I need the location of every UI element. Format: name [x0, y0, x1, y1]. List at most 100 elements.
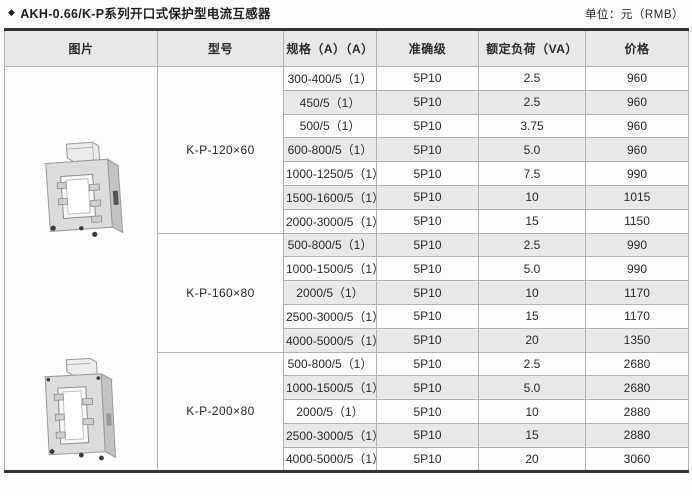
price-cell: 1350 — [585, 327, 689, 353]
load-cell: 15 — [478, 422, 586, 448]
price-cell: 3060 — [585, 446, 689, 472]
column-header-model: 型号 — [157, 29, 284, 67]
table-row: 2000/5（1） 5P10 10 2880 — [5, 399, 689, 424]
table-row: K-P-200×80 500-800/5（1） 5P10 2.5 2680 — [5, 351, 689, 472]
section-title: AKH-0.66/K-P系列开口式保护型电流互感器 — [20, 7, 271, 21]
spec-cell: 2000/5（1） — [283, 399, 377, 424]
section-title-row: ◆ AKH-0.66/K-P系列开口式保护型电流互感器 — [8, 3, 271, 22]
price-table: 图片 型号 规格（A）（A） 准确级 额定负荷（VA） 价格 — [4, 28, 689, 473]
spec-cell: 1000-1500/5（1） — [283, 375, 377, 401]
load-cell: 2.5 — [478, 89, 586, 115]
table-row: 1500-1600/5（1） 5P10 10 1015 — [5, 184, 689, 210]
spec-cell: 500-800/5（1） — [283, 351, 377, 377]
price-cell: 990 — [585, 232, 689, 258]
load-cell: 2.5 — [478, 232, 586, 258]
accuracy-cell: 5P10 — [376, 89, 479, 115]
load-cell: 5.0 — [478, 375, 586, 401]
price-cell: 990 — [585, 161, 689, 186]
table-row: 450/5（1） 5P10 2.5 960 — [5, 89, 689, 115]
model-cell: K-P-160×80 — [157, 232, 284, 353]
load-cell: 10 — [478, 399, 586, 424]
price-cell: 2680 — [585, 375, 689, 401]
spec-cell: 4000-5000/5（1） — [283, 327, 377, 353]
price-cell: 990 — [585, 256, 689, 282]
price-cell: 960 — [585, 66, 689, 91]
accuracy-cell: 5P10 — [376, 351, 479, 377]
price-cell: 2880 — [585, 422, 689, 448]
table-row: 600-800/5（1） 5P10 5.0 960 — [5, 137, 689, 163]
load-cell: 2.5 — [478, 351, 586, 377]
load-cell: 20 — [478, 327, 586, 353]
spec-cell: 300-400/5（1） — [283, 66, 377, 91]
table-row: K-P-160×80 500-800/5（1） 5P10 2.5 990 — [5, 232, 689, 353]
accuracy-cell: 5P10 — [376, 280, 479, 305]
price-cell: 2680 — [585, 351, 689, 377]
accuracy-cell: 5P10 — [376, 399, 479, 424]
page-header: ◆ AKH-0.66/K-P系列开口式保护型电流互感器 单位：元（RMB） — [0, 0, 692, 28]
price-cell: 1015 — [585, 184, 689, 210]
accuracy-cell: 5P10 — [376, 375, 479, 401]
column-header-image: 图片 — [4, 29, 158, 67]
load-cell: 15 — [478, 303, 586, 329]
accuracy-cell: 5P10 — [376, 161, 479, 186]
spec-cell: 2000/5（1） — [283, 280, 377, 305]
accuracy-cell: 5P10 — [376, 327, 479, 353]
accuracy-cell: 5P10 — [376, 66, 479, 91]
column-header-price: 价格 — [585, 29, 689, 67]
product-image-stack — [7, 67, 155, 469]
spec-cell: 4000-5000/5（1） — [283, 446, 377, 472]
accuracy-cell: 5P10 — [376, 208, 479, 234]
load-cell: 10 — [478, 184, 586, 210]
spec-cell: 500-800/5（1） — [283, 232, 377, 258]
table-row: 500/5（1） 5P10 3.75 960 — [5, 113, 689, 139]
model-cell: K-P-200×80 — [157, 351, 284, 472]
accuracy-cell: 5P10 — [376, 137, 479, 163]
table-row: 2000-3000/5（1） 5P10 15 1150 — [5, 208, 689, 234]
spec-cell: 500/5（1） — [283, 113, 377, 139]
accuracy-cell: 5P10 — [376, 256, 479, 282]
column-header-accuracy: 准确级 — [376, 29, 479, 67]
table-body: K-P-120×60 300-400/5（1） 5P10 2.5 960 450/5（1）… — [4, 66, 689, 472]
spec-cell: 2000-3000/5（1） — [283, 208, 377, 234]
accuracy-cell: 5P10 — [376, 113, 479, 139]
accuracy-cell: 5P10 — [376, 303, 479, 329]
price-cell: 2880 — [585, 399, 689, 424]
spec-cell: 1000-1250/5（1） — [283, 161, 377, 186]
table-row: K-P-120×60 300-400/5（1） 5P10 2.5 960 — [4, 66, 689, 472]
model-cell: K-P-120×60 — [157, 66, 284, 234]
accuracy-cell: 5P10 — [376, 446, 479, 472]
spec-cell: 450/5（1） — [283, 89, 377, 115]
spec-cell: 1000-1500/5（1） — [283, 256, 377, 282]
load-cell: 7.5 — [478, 161, 586, 186]
spec-cell: 2500-3000/5（1） — [283, 303, 377, 329]
spec-cell: 600-800/5（1） — [283, 137, 377, 163]
load-cell: 10 — [478, 280, 586, 305]
load-cell: 3.75 — [478, 113, 586, 139]
load-cell: 5.0 — [478, 256, 586, 282]
price-cell: 1170 — [585, 280, 689, 305]
load-cell: 5.0 — [478, 137, 586, 163]
table-row: 1000-1500/5（1） 5P10 5.0 990 — [5, 256, 689, 282]
column-header-load: 额定负荷（VA） — [478, 29, 586, 67]
price-cell: 1150 — [585, 208, 689, 234]
load-cell: 15 — [478, 208, 586, 234]
unit-label: 单位：元（RMB） — [584, 9, 684, 21]
accuracy-cell: 5P10 — [376, 232, 479, 258]
table-row: 1000-1250/5（1） 5P10 7.5 990 — [5, 161, 689, 186]
price-cell: 960 — [585, 89, 689, 115]
accuracy-cell: 5P10 — [376, 184, 479, 210]
column-header-spec: 规格（A）（A） — [283, 29, 377, 67]
ct-product-photo-tall — [43, 357, 117, 461]
table-row: 2500-3000/5（1） 5P10 15 2880 — [5, 422, 689, 448]
diamond-bullet-icon: ◆ — [8, 7, 16, 17]
header-row: 图片 型号 规格（A）（A） 准确级 额定负荷（VA） 价格 — [4, 29, 689, 67]
table-row: 2000/5（1） 5P10 10 1170 — [5, 280, 689, 305]
table-header: 图片 型号 规格（A）（A） 准确级 额定负荷（VA） 价格 — [4, 29, 689, 67]
price-cell: 960 — [585, 113, 689, 139]
table-row: 4000-5000/5（1） 5P10 20 3060 — [5, 446, 689, 472]
ct-product-photo-square — [44, 141, 124, 237]
spec-cell: 2500-3000/5（1） — [283, 422, 377, 448]
spec-cell: 1500-1600/5（1） — [283, 184, 377, 210]
product-image-cell — [4, 66, 158, 472]
